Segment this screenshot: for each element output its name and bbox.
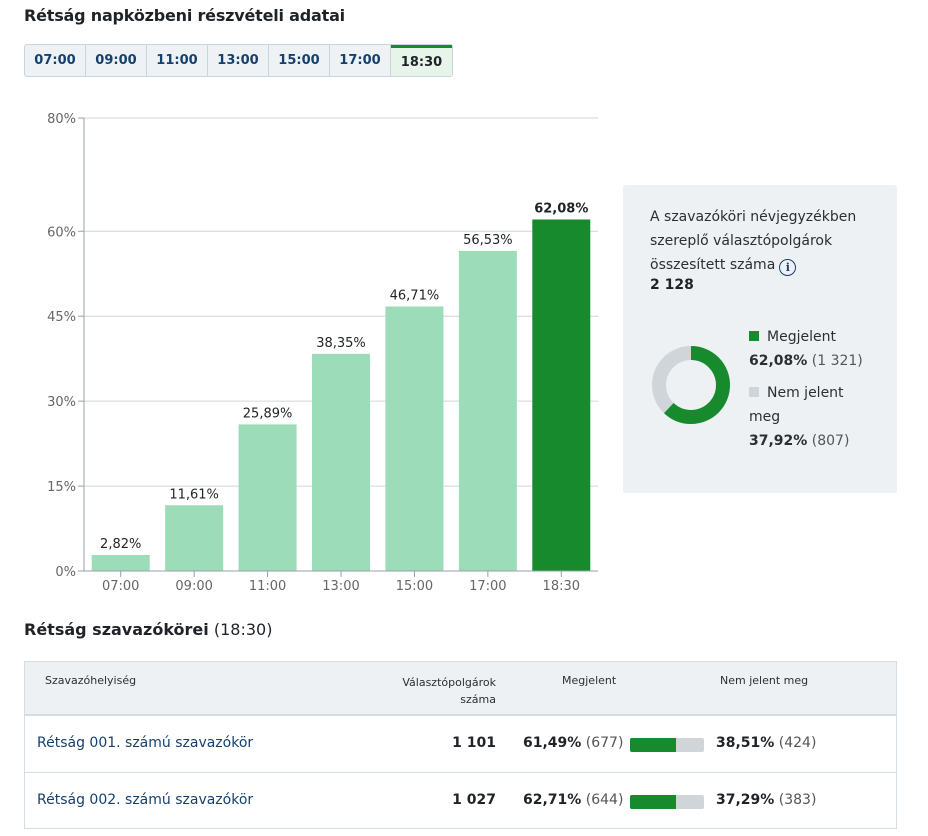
data-label: 2,82% (100, 537, 141, 552)
y-tick-label: 30% (47, 395, 76, 410)
data-label: 56,53% (463, 233, 513, 248)
absent-pct: 37,92% (749, 433, 808, 449)
bar-0900 (165, 505, 224, 571)
present-value: 61,49% (677) (523, 735, 623, 751)
row-present-pct: 62,71% (523, 792, 582, 808)
y-tick-label: 60% (47, 225, 76, 240)
tab-1830[interactable]: 18:30 (391, 45, 452, 76)
row-absent-pct: 38,51% (716, 735, 775, 751)
info-icon[interactable]: i (779, 259, 797, 276)
bar-1300 (312, 353, 370, 571)
legend-present: Megjelent 62,08% (1 321) (749, 325, 863, 373)
present-pct: 62,08% (749, 353, 808, 369)
x-tick-label: 09:00 (175, 579, 212, 594)
header-location: Szavazóhelyiség (45, 674, 137, 687)
row-present-count: (644) (585, 792, 624, 808)
station-link[interactable]: Rétság 002. számú szavazókör (37, 792, 254, 808)
y-tick-label: 80% (47, 112, 76, 127)
section-title-main: Rétság szavazókörei (24, 620, 209, 639)
row-absent-count: (383) (778, 792, 817, 808)
present-label: Megjelent (767, 329, 836, 345)
data-label: 11,61% (169, 487, 219, 502)
turnout-donut (652, 346, 730, 424)
turnout-bar-chart: 0% 15% 30% 45% 60% 80% 2,82% 07:00 11,61% 09:00 25… (47, 112, 598, 594)
turnout-progress-bar (630, 795, 704, 809)
header-voters-line1: Választópolgárok (402, 676, 496, 689)
bar-1500 (385, 306, 444, 571)
table-row: Rétság 001. számú szavazókör 1 101 61,49… (25, 716, 896, 773)
voters-count: 1 027 (452, 792, 496, 808)
data-label: 25,89% (243, 406, 293, 421)
y-tick-label: 45% (47, 310, 76, 325)
present-count: (1 321) (811, 353, 863, 369)
data-label: 46,71% (390, 289, 440, 304)
section-title-time: (18:30) (208, 620, 273, 639)
row-absent-count: (424) (778, 735, 817, 751)
header-voters-line2: száma (460, 693, 496, 706)
present-value: 62,71% (644) (523, 792, 623, 808)
absent-value: 38,51% (424) (716, 735, 816, 751)
bar-1700 (458, 250, 517, 572)
x-tick-label: 11:00 (249, 579, 286, 594)
page-title: Rétság napközbeni részvételi adatai (24, 6, 345, 25)
header-absent: Nem jelent meg (720, 674, 809, 687)
absent-value: 37,29% (383) (716, 792, 816, 808)
info-box: A szavazóköri névjegyzékben szereplő vál… (623, 185, 897, 493)
legend-absent: Nem jelent meg 37,92% (807) (749, 381, 869, 453)
x-tick-label: 07:00 (102, 579, 139, 594)
tab-1100[interactable]: 11:00 (147, 45, 208, 76)
row-absent-pct: 37,29% (716, 792, 775, 808)
header-voters: Választópolgárok száma (375, 674, 496, 708)
data-label: 38,35% (316, 336, 366, 351)
section-title: Rétság szavazókörei (18:30) (24, 620, 272, 639)
tab-0700[interactable]: 07:00 (25, 45, 86, 76)
absent-count: (807) (811, 433, 850, 449)
voters-count: 1 101 (452, 735, 496, 751)
y-tick-label: 0% (55, 565, 76, 580)
row-present-pct: 61,49% (523, 735, 582, 751)
x-tick-label: 18:30 (543, 579, 580, 594)
turnout-progress-bar (630, 738, 704, 752)
donut-present-arc (652, 346, 730, 424)
time-tabs: 07:00 09:00 11:00 13:00 15:00 17:00 18:3… (24, 44, 453, 77)
data-label: 62,08% (534, 201, 588, 216)
present-swatch (749, 331, 759, 341)
row-present-count: (677) (585, 735, 624, 751)
tab-1500[interactable]: 15:00 (269, 45, 330, 76)
x-tick-label: 15:00 (396, 579, 433, 594)
info-description: A szavazóköri névjegyzékben szereplő vál… (650, 205, 880, 277)
x-tick-label: 13:00 (322, 579, 359, 594)
bar-1100 (238, 424, 297, 571)
info-description-text: A szavazóköri névjegyzékben szereplő vál… (650, 209, 857, 273)
info-total: 2 128 (650, 277, 694, 293)
tab-1300[interactable]: 13:00 (208, 45, 269, 76)
tab-1700[interactable]: 17:00 (330, 45, 391, 76)
absent-label: Nem jelent meg (749, 385, 844, 425)
x-tick-label: 17:00 (469, 579, 506, 594)
station-link[interactable]: Rétság 001. számú szavazókör (37, 735, 254, 751)
polling-stations-table: Szavazóhelyiség Választópolgárok száma M… (24, 661, 897, 829)
header-present: Megjelent (562, 674, 617, 687)
bar-0700 (91, 555, 150, 571)
y-tick-label: 15% (47, 480, 76, 495)
table-header: Szavazóhelyiség Választópolgárok száma M… (25, 662, 896, 716)
table-row: Rétság 002. számú szavazókör 1 027 62,71… (25, 773, 896, 829)
tab-0900[interactable]: 09:00 (86, 45, 147, 76)
turnout-progress-fill (630, 738, 676, 752)
bar-1830 (532, 219, 591, 572)
turnout-progress-fill (630, 795, 677, 809)
absent-swatch (749, 387, 759, 397)
